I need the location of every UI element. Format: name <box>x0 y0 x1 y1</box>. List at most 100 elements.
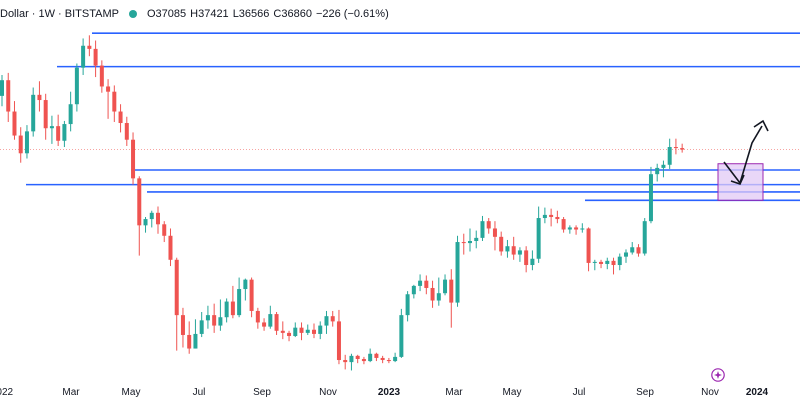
candle-body <box>180 315 185 335</box>
candle-body <box>574 227 579 230</box>
x-tick-label: Jul <box>572 387 586 398</box>
candle-body <box>268 314 273 327</box>
candle-body <box>131 139 136 179</box>
candle-body <box>374 353 379 358</box>
x-tick-label: Sep <box>253 387 271 398</box>
x-tick-label: 2022 <box>0 387 14 398</box>
candle-body <box>468 241 472 244</box>
candle-body <box>87 45 92 49</box>
x-tick-label: Mar <box>62 387 80 398</box>
close-value: C36860 <box>273 8 312 20</box>
candle-body <box>237 289 242 316</box>
candle-body <box>480 221 485 238</box>
candle-body <box>324 316 329 326</box>
candle-body <box>187 334 192 349</box>
candle-body <box>555 216 560 220</box>
candle-body <box>461 242 466 244</box>
candle-body <box>6 80 11 112</box>
candle-body <box>680 148 685 150</box>
arrow-head-up <box>753 119 769 132</box>
x-tick-label: 2024 <box>745 387 769 398</box>
candle-body <box>43 100 48 129</box>
candle-body <box>93 48 98 66</box>
candle-body <box>312 329 316 334</box>
candle-body <box>368 353 373 362</box>
candle-body <box>212 315 217 326</box>
candle-body <box>611 260 616 266</box>
drawing-overlays <box>717 119 769 201</box>
candle-body <box>168 235 173 260</box>
candle-body <box>486 221 491 229</box>
candle-body <box>205 315 210 321</box>
candle-body <box>630 247 635 253</box>
candle-body <box>393 356 398 362</box>
candle-body <box>243 279 248 290</box>
candle-body <box>580 228 585 230</box>
candle-body <box>124 123 129 140</box>
candle-body <box>648 174 653 222</box>
candle-body <box>174 259 179 316</box>
candle-body <box>636 247 641 254</box>
candle-body <box>561 219 566 230</box>
candles <box>0 35 685 371</box>
price-chart[interactable] <box>0 0 800 383</box>
candle-body <box>293 327 298 337</box>
sparkle-logo-icon[interactable] <box>711 368 725 382</box>
candle-body <box>262 322 267 327</box>
candle-body <box>349 355 354 363</box>
candle-body <box>517 250 522 255</box>
candle-body <box>430 287 435 301</box>
candle-body <box>424 280 429 288</box>
candle-body <box>230 301 235 316</box>
candle-body <box>56 126 61 141</box>
candle-body <box>536 218 541 259</box>
candle-body <box>524 250 529 266</box>
candle-body <box>617 256 622 266</box>
candle-body <box>499 236 504 252</box>
candle-body <box>274 314 279 331</box>
candle-body <box>162 224 167 236</box>
candle-body <box>37 94 42 101</box>
green-status-dot-icon <box>128 10 137 18</box>
candle-body <box>474 237 479 241</box>
candle-body <box>49 126 54 129</box>
candle-body <box>655 167 660 175</box>
candle-body <box>224 301 229 318</box>
x-tick-label: May <box>121 387 141 398</box>
candle-body <box>436 293 441 301</box>
candle-body <box>599 261 604 264</box>
time-axis[interactable]: 2022 Mar May Jul Sep Nov 2023 Mar May Ju… <box>0 383 800 400</box>
candle-body <box>542 214 547 219</box>
candle-body <box>318 325 323 334</box>
candle-body <box>505 246 510 252</box>
projection-arrow <box>723 125 763 185</box>
candle-body <box>74 67 79 105</box>
candle-body <box>667 147 672 165</box>
candle-body <box>530 258 535 266</box>
candle-body <box>642 221 647 254</box>
candle-body <box>193 333 198 349</box>
candle-body <box>673 147 678 149</box>
symbol-title[interactable]: Dollar · 1W · BITSTAMP <box>0 8 119 20</box>
candle-body <box>361 358 366 362</box>
candle-body <box>199 320 204 334</box>
candle-body <box>624 252 628 257</box>
candle-body <box>343 360 348 363</box>
candle-body <box>386 360 391 362</box>
candle-body <box>299 327 304 333</box>
candle-body <box>280 330 285 333</box>
candle-body <box>605 260 610 264</box>
candle-body <box>218 317 223 326</box>
candle-body <box>586 228 591 263</box>
candle-body <box>411 285 416 295</box>
candle-body <box>99 65 104 87</box>
candle-body <box>156 212 160 225</box>
candle-body <box>112 91 117 112</box>
candle-body <box>249 279 254 311</box>
open-value: O37085 <box>146 8 187 20</box>
candle-body <box>511 246 516 255</box>
change-value: −226 (−0.61%) <box>315 8 389 20</box>
high-value: H37421 <box>190 8 229 20</box>
candle-body <box>567 227 572 230</box>
candle-body <box>255 310 260 323</box>
